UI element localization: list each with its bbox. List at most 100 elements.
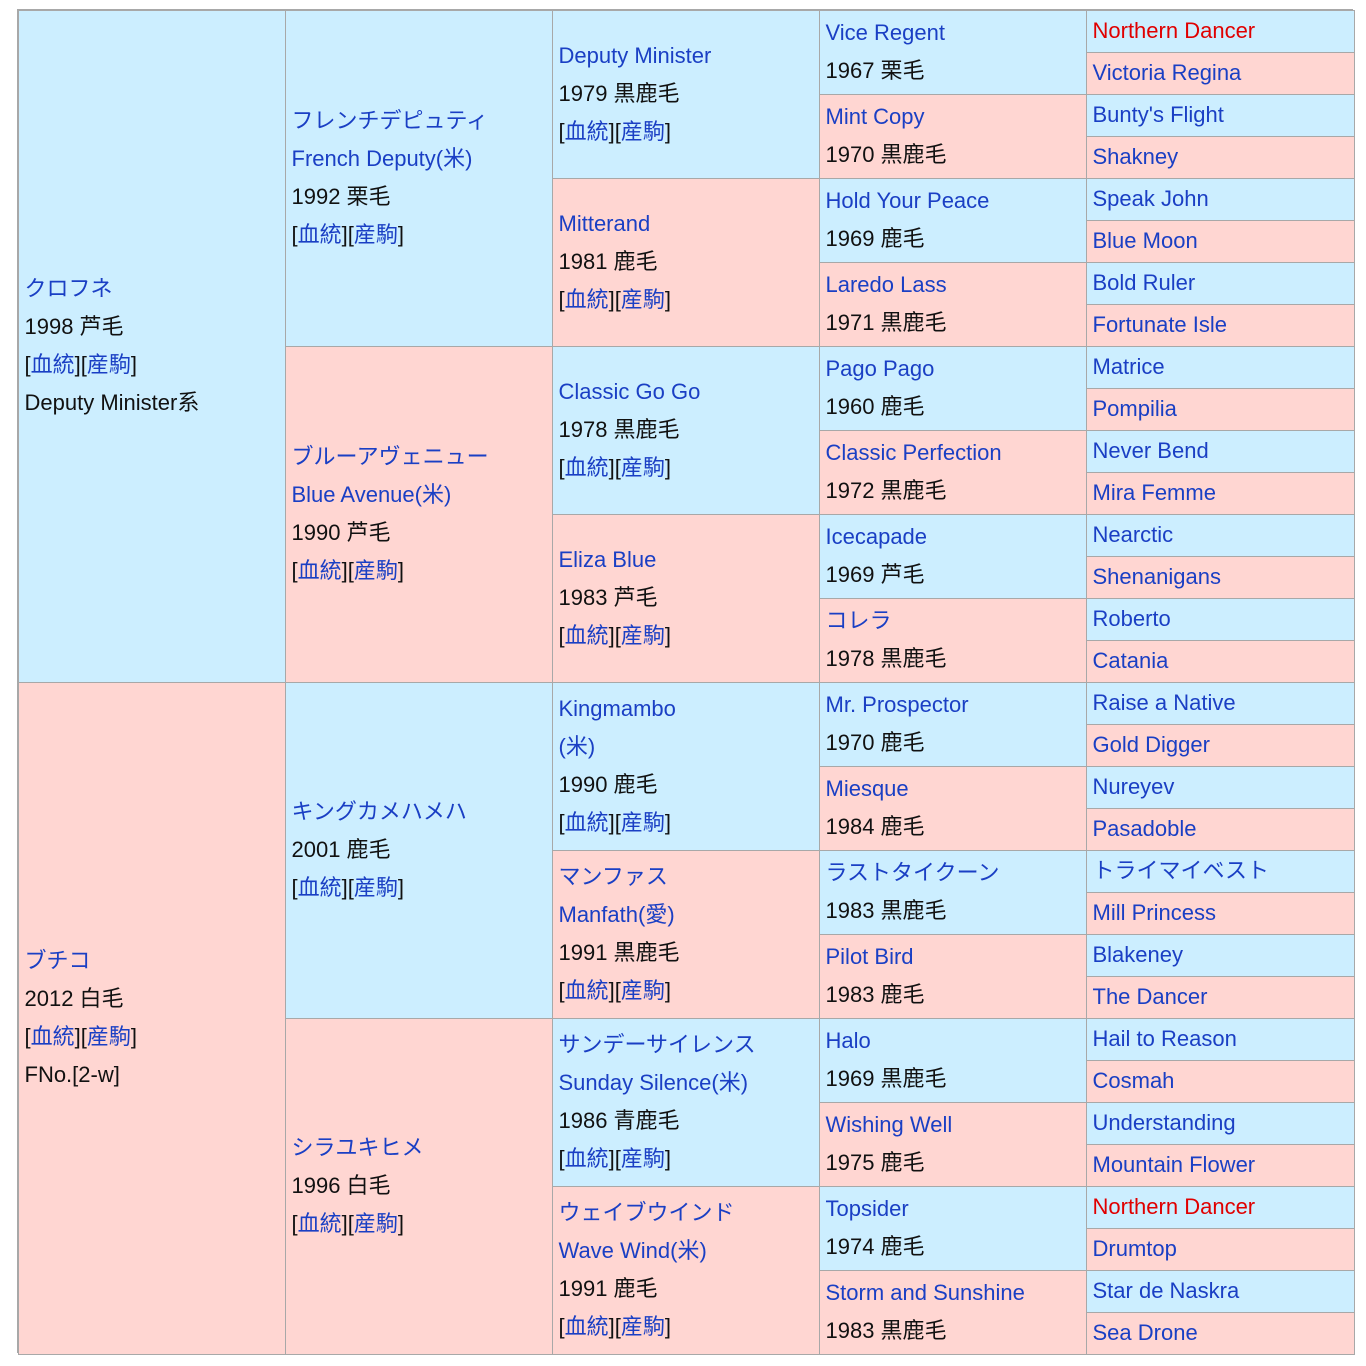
horse-name-link[interactable]: Halo <box>825 1028 871 1053</box>
horse-name-link[interactable]: Pilot Bird <box>825 944 914 969</box>
horse-name-link[interactable]: Mint Copy <box>825 104 925 129</box>
horse-name-link[interactable]: Pasadoble <box>1092 816 1197 841</box>
horse-name-link[interactable]: Blue Moon <box>1092 228 1198 253</box>
horse-name-link[interactable]: トライマイベスト <box>1092 858 1269 883</box>
bloodline-link[interactable]: 血統 <box>564 810 609 835</box>
progeny-link[interactable]: 産駒 <box>620 455 665 480</box>
horse-name-link[interactable]: Deputy Minister <box>558 43 712 68</box>
bloodline-link[interactable]: 血統 <box>297 222 342 247</box>
horse-name-link[interactable]: Raise a Native <box>1092 690 1236 715</box>
horse-name-link[interactable]: Icecapade <box>825 524 928 549</box>
horse-name-link[interactable]: マンファス <box>558 864 668 889</box>
progeny-link[interactable]: 産駒 <box>86 1024 131 1049</box>
horse-name-en-link[interactable]: (米) <box>558 734 596 759</box>
bloodline-link[interactable]: 血統 <box>30 352 75 377</box>
horse-name-link[interactable]: Star de Naskra <box>1092 1278 1240 1303</box>
pedigree-cell-gen5: Mira Femme <box>1085 471 1355 515</box>
horse-name-en-link[interactable]: French Deputy(米) <box>291 146 473 171</box>
progeny-link[interactable]: 産駒 <box>620 978 665 1003</box>
bloodline-link[interactable]: 血統 <box>297 1211 342 1236</box>
horse-name-link[interactable]: Mountain Flower <box>1092 1152 1256 1177</box>
pedigree-cell-gen5: Cosmah <box>1085 1059 1355 1103</box>
horse-name-link[interactable]: コレラ <box>825 608 892 633</box>
horse-name-link[interactable]: Storm and Sunshine <box>825 1280 1025 1305</box>
progeny-link[interactable]: 産駒 <box>620 810 665 835</box>
horse-name-link[interactable]: ラストタイクーン <box>825 860 1000 885</box>
progeny-link[interactable]: 産駒 <box>353 558 398 583</box>
horse-name-link[interactable]: Bold Ruler <box>1092 270 1196 295</box>
horse-name-link[interactable]: Kingmambo <box>558 696 676 721</box>
horse-name-link[interactable]: Hail to Reason <box>1092 1026 1237 1051</box>
bloodline-link[interactable]: 血統 <box>564 287 609 312</box>
horse-name-link[interactable]: Cosmah <box>1092 1068 1175 1093</box>
horse-name-link[interactable]: Sea Drone <box>1092 1320 1198 1345</box>
horse-name-en-link[interactable]: Manfath(愛) <box>558 902 675 927</box>
horse-name-link[interactable]: フレンチデピュティ <box>291 108 489 133</box>
horse-name-link[interactable]: Hold Your Peace <box>825 188 990 213</box>
horse-name-link[interactable]: Vice Regent <box>825 20 945 45</box>
horse-name-link[interactable]: Speak John <box>1092 186 1209 211</box>
bloodline-link[interactable]: 血統 <box>297 875 342 900</box>
horse-name-link[interactable]: Classic Go Go <box>558 379 701 404</box>
progeny-link[interactable]: 産駒 <box>353 875 398 900</box>
bloodline-link[interactable]: 血統 <box>564 455 609 480</box>
pedigree-links: [血統][産駒] <box>292 1205 546 1243</box>
horse-name-link[interactable]: Roberto <box>1092 606 1171 631</box>
bloodline-link[interactable]: 血統 <box>564 1314 609 1339</box>
progeny-link[interactable]: 産駒 <box>620 1146 665 1171</box>
horse-name-link[interactable]: Laredo Lass <box>825 272 947 297</box>
horse-name-link[interactable]: Mill Princess <box>1092 900 1216 925</box>
horse-name-link[interactable]: Understanding <box>1092 1110 1236 1135</box>
horse-name-link[interactable]: Catania <box>1092 648 1169 673</box>
horse-name-link[interactable]: Gold Digger <box>1092 732 1210 757</box>
horse-name-link[interactable]: Matrice <box>1092 354 1165 379</box>
horse-name-link[interactable]: Nearctic <box>1092 522 1174 547</box>
horse-name-link[interactable]: The Dancer <box>1092 984 1208 1009</box>
progeny-link[interactable]: 産駒 <box>620 119 665 144</box>
horse-name-link[interactable]: ウェイブウインド <box>558 1200 735 1225</box>
horse-name-link[interactable]: Shakney <box>1092 144 1179 169</box>
bloodline-link[interactable]: 血統 <box>564 623 609 648</box>
horse-name-link[interactable]: ブルーアヴェニュー <box>291 444 489 469</box>
bloodline-link[interactable]: 血統 <box>564 1146 609 1171</box>
horse-name-link[interactable]: サンデーサイレンス <box>558 1032 756 1057</box>
bloodline-link[interactable]: 血統 <box>564 119 609 144</box>
progeny-link[interactable]: 産駒 <box>353 222 398 247</box>
horse-name-link[interactable]: Pago Pago <box>825 356 935 381</box>
progeny-link[interactable]: 産駒 <box>620 623 665 648</box>
progeny-link[interactable]: 産駒 <box>620 287 665 312</box>
horse-name-link[interactable]: Shenanigans <box>1092 564 1221 589</box>
horse-name-link[interactable]: Nureyev <box>1092 774 1175 799</box>
horse-name-link[interactable]: Drumtop <box>1092 1236 1177 1261</box>
horse-name-link[interactable]: Mitterand <box>558 211 651 236</box>
horse-name-link[interactable]: Northern Dancer <box>1092 1194 1256 1219</box>
horse-name-link[interactable]: Eliza Blue <box>558 547 657 572</box>
progeny-link[interactable]: 産駒 <box>353 1211 398 1236</box>
horse-name-link[interactable]: Fortunate Isle <box>1092 312 1228 337</box>
horse-name-link[interactable]: ブチコ <box>24 948 91 973</box>
bloodline-link[interactable]: 血統 <box>30 1024 75 1049</box>
horse-name-link[interactable]: Never Bend <box>1092 438 1209 463</box>
horse-name-link[interactable]: キングカメハメハ <box>291 799 467 824</box>
horse-name-link[interactable]: Wishing Well <box>825 1112 953 1137</box>
horse-name-link[interactable]: シラユキヒメ <box>291 1135 424 1160</box>
horse-name-link[interactable]: Mira Femme <box>1092 480 1216 505</box>
horse-name-link[interactable]: Blakeney <box>1092 942 1184 967</box>
horse-name-en-link[interactable]: Blue Avenue(米) <box>291 482 452 507</box>
bloodline-link[interactable]: 血統 <box>564 978 609 1003</box>
horse-name-link[interactable]: クロフネ <box>24 276 113 301</box>
progeny-link[interactable]: 産駒 <box>86 352 131 377</box>
horse-name-link[interactable]: Topsider <box>825 1196 909 1221</box>
horse-name-en-link[interactable]: Sunday Silence(米) <box>558 1070 749 1095</box>
horse-name-link[interactable]: Victoria Regina <box>1092 60 1242 85</box>
horse-name-link[interactable]: Mr. Prospector <box>825 692 969 717</box>
bloodline-link[interactable]: 血統 <box>297 558 342 583</box>
horse-name-link[interactable]: Classic Perfection <box>825 440 1002 465</box>
horse-name-link[interactable]: Pompilia <box>1092 396 1177 421</box>
horse-name-link[interactable]: Miesque <box>825 776 909 801</box>
horse-name-link[interactable]: Northern Dancer <box>1092 18 1256 43</box>
bracket-open: [ <box>291 558 298 583</box>
horse-name-link[interactable]: Bunty's Flight <box>1092 102 1224 127</box>
horse-name-en-link[interactable]: Wave Wind(米) <box>558 1238 707 1263</box>
progeny-link[interactable]: 産駒 <box>620 1314 665 1339</box>
